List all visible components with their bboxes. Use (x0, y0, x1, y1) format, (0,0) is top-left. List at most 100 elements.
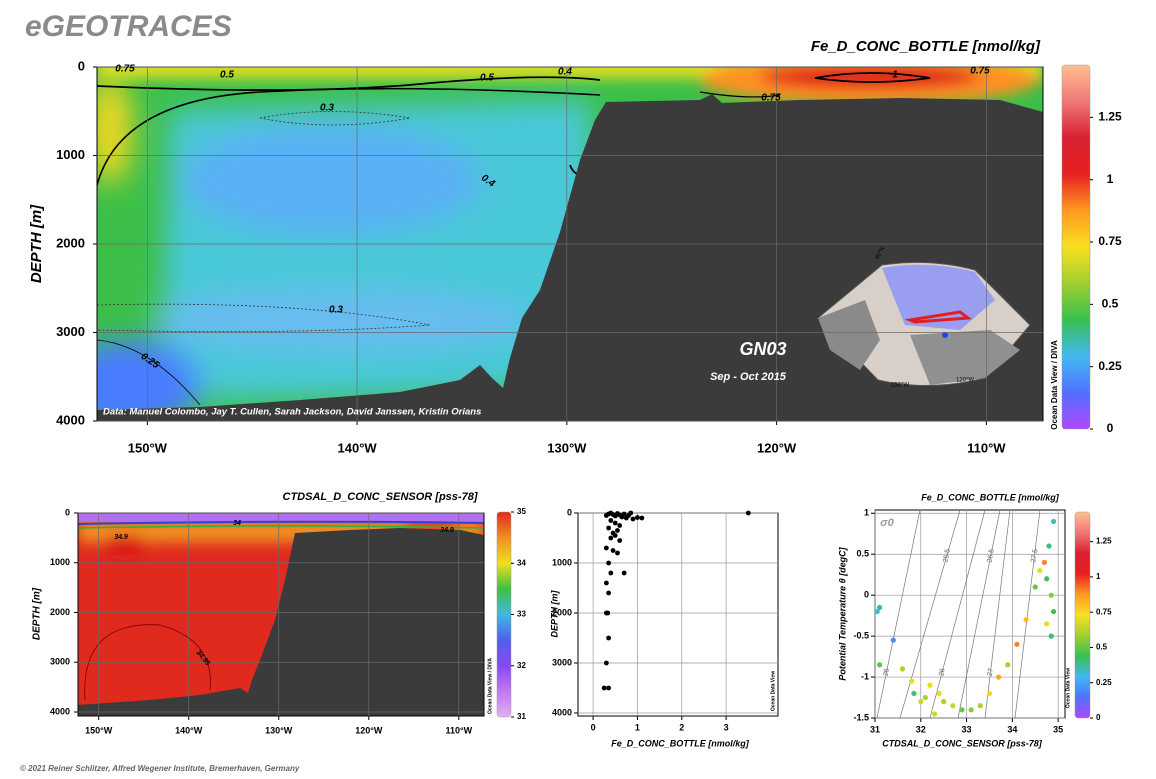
data-point (617, 538, 623, 543)
x-tick-label: 150°W (85, 725, 113, 735)
colorbar-tick-label: 0.75 (1096, 607, 1112, 616)
x-tick-label: 2 (679, 722, 684, 732)
y-tick-label: -1 (861, 671, 869, 681)
data-point (635, 515, 640, 520)
data-point (876, 662, 883, 668)
data-point (606, 590, 611, 596)
colorbar-tick-label: 0.75 (1098, 234, 1122, 248)
app-title: eGEOTRACES (25, 10, 232, 43)
contour-label: 0.4 (558, 67, 572, 78)
data-point (968, 707, 974, 713)
chart-title: CTDSAL_D_CONC_SENSOR [pss-78] (283, 491, 478, 503)
x-tick-label: 110°W (445, 725, 472, 735)
y-axis-label: DEPTH [m] (549, 589, 559, 637)
x-tick-label: 1 (635, 722, 640, 732)
y-tick-label: 0 (65, 507, 70, 517)
data-credit: Data: Manuel Colombo, Jay T. Cullen, Sar… (103, 407, 481, 418)
data-point (606, 635, 611, 641)
chart-title: Fe_D_CONC_BOTTLE [nmol/kg] (811, 38, 1041, 55)
data-point (959, 707, 965, 713)
data-point (603, 660, 609, 666)
data-point (630, 516, 636, 522)
x-tick-label: 33 (962, 724, 972, 734)
y-axis-label: Potential Temperature θ [degC] (837, 546, 847, 680)
data-point (899, 666, 906, 672)
contour-label: 34.9 (440, 527, 454, 534)
contour-label: 0.75 (970, 66, 990, 77)
data-point (606, 560, 611, 566)
contour-label: 0.5 (480, 73, 494, 84)
data-point (615, 528, 620, 533)
colorbar-tick-label: 1.25 (1098, 110, 1122, 124)
data-point (1044, 621, 1050, 627)
y-tick-label: -0.5 (853, 630, 869, 640)
y-tick-label: 1000 (50, 557, 70, 567)
data-point (603, 545, 609, 551)
x-tick-label: 130°W (547, 440, 587, 455)
colorbar-tick-label: 32 (517, 661, 526, 670)
data-point (601, 685, 607, 691)
colorbar-tick-label: 0 (1096, 713, 1101, 722)
isopycnal (876, 509, 921, 719)
colorbar-tick-label: 1.25 (1096, 537, 1112, 546)
data-point (1044, 576, 1050, 582)
y-axis-label: DEPTH [m] (32, 587, 43, 640)
isopycnal-label: 27 (987, 668, 995, 677)
data-point (1050, 518, 1057, 525)
inset-label: 150°W (891, 383, 909, 389)
data-point (922, 694, 928, 701)
data-point (621, 511, 627, 517)
sigma-label: σ0 (880, 517, 894, 529)
data-point (621, 570, 627, 576)
data-point (977, 703, 983, 709)
station-label: GN03 (739, 339, 786, 359)
x-tick-label: 150°W (128, 440, 168, 455)
colorbar-tick-label: 0 (1107, 421, 1114, 435)
isopycnal-label: 25 (883, 668, 891, 677)
colorbar-tick-label: 0.5 (1102, 297, 1119, 311)
y-tick-label: 2000 (552, 607, 572, 617)
y-tick-label: 3000 (50, 657, 70, 667)
y-tick-label: 0.5 (856, 549, 869, 559)
y-tick-label: 0 (567, 507, 572, 517)
software-credit: Ocean Data View / DIVA (1050, 340, 1059, 430)
y-tick-label: 3000 (56, 324, 85, 339)
data-point (890, 637, 896, 643)
x-tick-label: 120°W (757, 440, 797, 455)
colorbar-tick-label: 35 (517, 507, 526, 516)
x-tick-label: 120°W (355, 725, 383, 735)
data-point (1032, 584, 1038, 590)
data-point (606, 525, 611, 531)
y-axis-label: DEPTH [m] (28, 204, 45, 283)
data-point (876, 604, 883, 611)
y-tick-label: 3000 (552, 657, 572, 667)
contour-label: 0.5 (220, 70, 234, 81)
contour-label: 1 (892, 70, 898, 81)
x-tick-label: 3 (724, 722, 729, 732)
period-label: Sep - Oct 2015 (710, 371, 787, 383)
data-point (1048, 592, 1054, 598)
contour-label: 34.9 (114, 534, 128, 541)
data-point (918, 699, 924, 705)
x-tick-label: 140°W (338, 440, 378, 455)
data-point (628, 510, 634, 516)
data-point (936, 690, 942, 697)
software-credit: Ocean Data View (770, 671, 776, 711)
isopycnal (957, 509, 1001, 719)
x-tick-label: 140°W (175, 725, 203, 735)
y-tick-label: 4000 (552, 707, 572, 717)
data-point (608, 518, 614, 523)
y-tick-label: 1 (864, 508, 869, 518)
data-point (603, 580, 609, 586)
software-credit: Ocean Data View (1065, 668, 1071, 708)
inset-label: 120°W (956, 378, 974, 384)
x-tick-label: 130°W (265, 725, 293, 735)
data-point (608, 570, 614, 576)
inset-label: 80°N (875, 246, 887, 261)
contour-label: 0.3 (320, 103, 334, 114)
data-point (606, 685, 611, 691)
y-tick-label: 0 (864, 590, 869, 600)
data-point (1046, 543, 1052, 549)
isopycnal-label: 26 (938, 668, 946, 677)
